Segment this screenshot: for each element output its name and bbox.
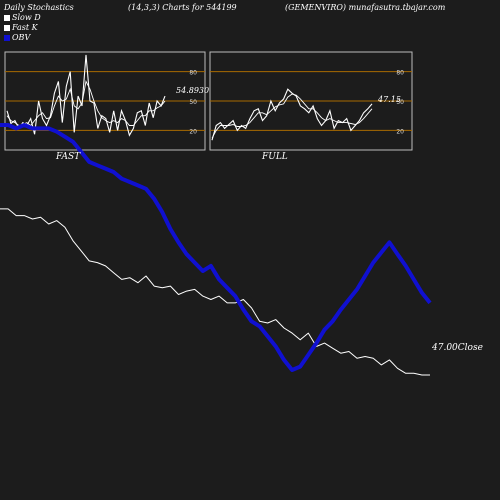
full-panel-series-slow-d bbox=[211, 93, 373, 139]
legend-fast-k-swatch bbox=[4, 24, 10, 31]
legend-fast-k-label: Fast K bbox=[12, 23, 38, 32]
fast-panel-series-slow-d bbox=[6, 80, 166, 127]
fast-panel-tick-50: 50 bbox=[189, 99, 197, 106]
full-panel-label: FULL bbox=[262, 152, 288, 162]
legend-fast-k: Fast K bbox=[4, 23, 38, 32]
legend-obv-swatch bbox=[4, 34, 10, 41]
fast-last-value: 54.8930 bbox=[176, 86, 210, 95]
full-last-value: 47.15 bbox=[378, 95, 401, 104]
fast-panel-label: FAST bbox=[56, 152, 81, 162]
fast-panel-tick-80: 80 bbox=[189, 70, 197, 77]
legend-slow-d-swatch bbox=[4, 14, 10, 21]
full-panel-series-fast-k bbox=[211, 88, 373, 141]
full-panel-tick-50: 50 bbox=[396, 99, 404, 106]
legend-obv: OBV bbox=[4, 33, 30, 42]
full-panel-tick-20: 20 bbox=[396, 128, 404, 135]
legend-slow-d: Slow D bbox=[4, 13, 41, 22]
close-price-line bbox=[0, 208, 430, 376]
fast-panel-tick-20: 20 bbox=[189, 128, 197, 135]
full-panel-tick-80: 80 bbox=[396, 70, 404, 77]
header-params: (14,3,3) Charts for 544199 bbox=[128, 3, 237, 12]
legend-slow-d-label: Slow D bbox=[12, 13, 41, 22]
header-title: Daily Stochastics bbox=[4, 3, 74, 12]
obv-line bbox=[0, 123, 432, 372]
close-value-label: 47.00Close bbox=[432, 343, 483, 353]
header-source: (GEMENVIRO) munafasutra.tbajar.com bbox=[285, 3, 446, 12]
legend-obv-label: OBV bbox=[12, 33, 31, 42]
